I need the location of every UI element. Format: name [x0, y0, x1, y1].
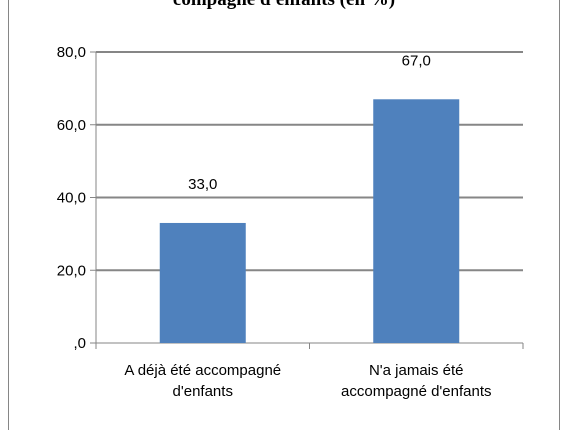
data-label: 67,0 [402, 52, 431, 69]
category-label: A déjà été accompagné [124, 362, 281, 379]
bar-chart: ,0 20,0 40,0 60,0 80,0 33,0 A déjà été accompa… [57, 44, 524, 400]
y-tick-label: 80,0 [57, 44, 86, 61]
y-tick-label: 20,0 [57, 262, 86, 279]
y-tick-label: ,0 [73, 335, 86, 352]
bar [159, 222, 246, 343]
data-label: 33,0 [188, 176, 217, 193]
y-tick-label: 40,0 [57, 190, 86, 207]
chart-frame [8, 0, 560, 430]
y-tick-label: 60,0 [57, 117, 86, 134]
category-label: accompagné d'enfants [341, 383, 491, 400]
category-label: d'enfants [173, 383, 233, 400]
chart-title: compagné d'enfants (en %) [0, 0, 568, 11]
category-label: N'a jamais été [369, 362, 464, 379]
bar [373, 99, 460, 343]
